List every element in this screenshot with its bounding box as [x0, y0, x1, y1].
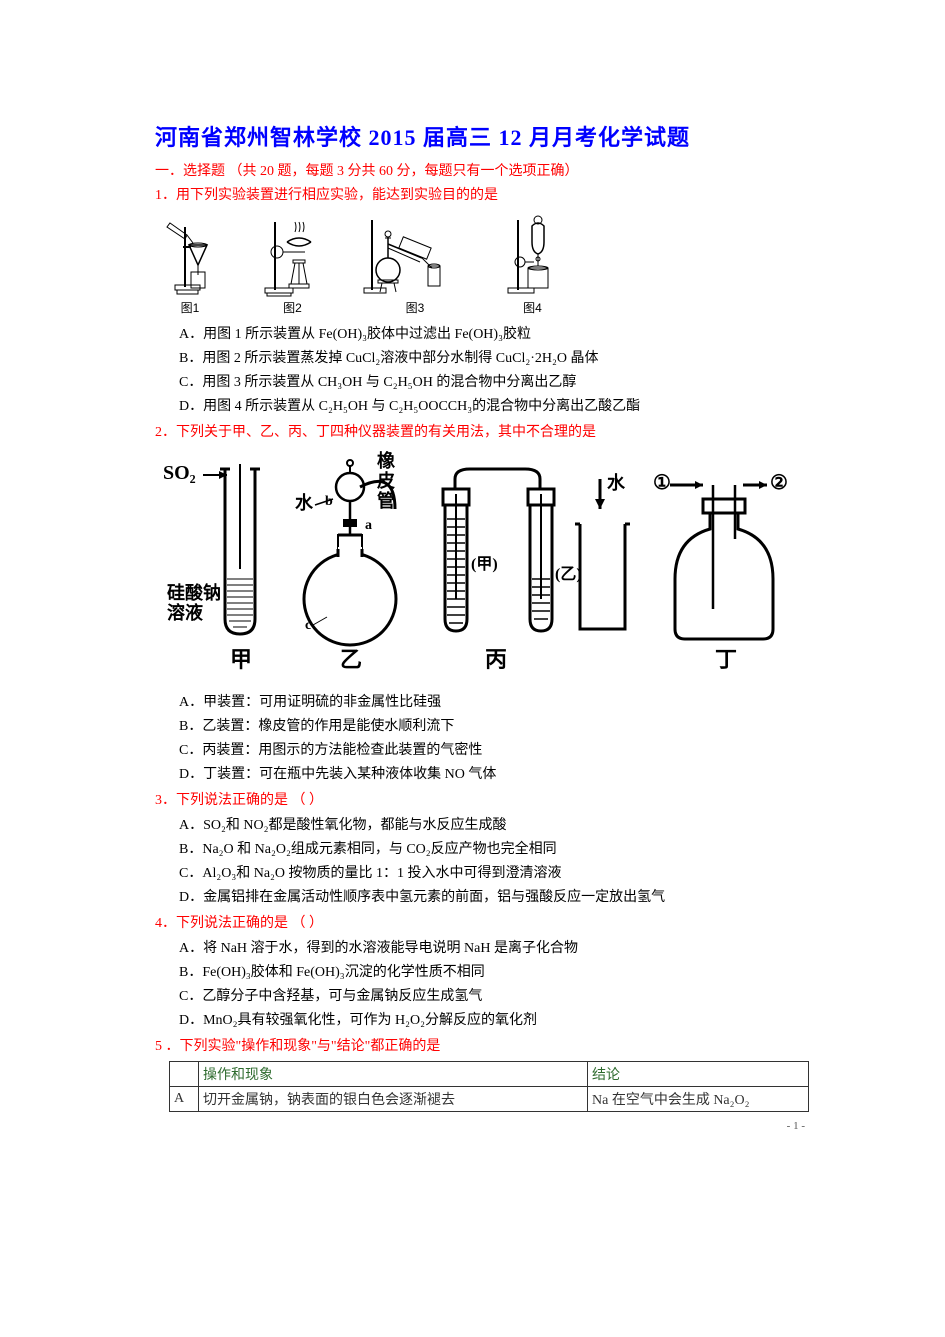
silicate-label-2: 溶液 [167, 602, 204, 623]
rubber-label-2: 皮 [377, 470, 395, 491]
section-header: 一．选择题 （共 20 题，每题 3 分共 60 分，每题只有一个选项正确） [155, 160, 805, 180]
q1-fig3-caption: 图3 [406, 299, 425, 316]
q3-optB: B．Na₂O 和 Na₂O₂组成元素相同，与 CO₂反应产物也完全相同 [179, 839, 805, 860]
jia-label: 甲 [230, 647, 252, 672]
q4-optB: B．Fe(OH)₃胶体和 Fe(OH)₃沉淀的化学性质不相同 [179, 962, 805, 983]
q1-fig4: 图4 [500, 212, 565, 316]
bing-label: 丙 [485, 647, 507, 672]
q1-figures: 图1 图2 [155, 212, 805, 316]
num1-label: ① [653, 472, 671, 494]
q1-stem: 1．用下列实验装置进行相应实验，能达到实验目的的是 [155, 184, 805, 204]
q2-optD: D．丁装置：可在瓶中先装入某种液体收集 NO 气体 [179, 764, 805, 785]
q4-optD: D．MnO₂具有较强氧化性，可作为 H₂O₂分解反应的氧化剂 [179, 1010, 805, 1031]
table-row: 操作和现象 结论 [170, 1062, 809, 1087]
silicate-label-1: 硅酸钠 [167, 582, 221, 603]
q5-table: 操作和现象 结论 A 切开金属钠，钠表面的银白色会逐渐褪去 Na 在空气中会生成… [169, 1061, 809, 1112]
q3-optD: D．金属铝排在金属活动性顺序表中氢元素的前面，铝与强酸反应一定放出氢气 [179, 887, 805, 908]
num2-label: ② [770, 472, 788, 494]
q1-optB: B．用图 2 所示装置蒸发掉 CuCl₂溶液中部分水制得 CuCl₂·2H₂O … [179, 348, 805, 369]
so2-label: SO₂ [163, 462, 196, 484]
q1-fig3: 图3 [360, 212, 470, 316]
q3-stem: 3．下列说法正确的是 （ ） [155, 789, 805, 809]
rubber-label-1: 橡 [377, 450, 395, 471]
q5-rowA-label: A [170, 1087, 199, 1112]
yi-cap: (乙) [555, 566, 582, 583]
q5-h3: 结论 [588, 1062, 809, 1087]
table-row: A 切开金属钠，钠表面的银白色会逐渐褪去 Na 在空气中会生成 Na₂O₂ [170, 1087, 809, 1112]
q5-h1 [170, 1062, 199, 1087]
q3-optA: A．SO₂和 NO₂都是酸性氧化物，都能与水反应生成酸 [179, 815, 805, 836]
q2-optC: C．丙装置：用图示的方法能检查此装置的气密性 [179, 740, 805, 761]
q1-fig1-caption: 图1 [181, 299, 200, 316]
q4-stem: 4．下列说法正确的是 （ ） [155, 912, 805, 932]
jia-cap: (甲) [471, 555, 498, 573]
q2-figure: SO₂ 硅酸钠 溶液 甲 水 b [155, 449, 805, 684]
ding-label: 丁 [715, 647, 737, 672]
rubber-label-3: 管 [377, 490, 395, 511]
q2-optA: A．甲装置：可用证明硫的非金属性比硅强 [179, 692, 805, 713]
water-label-1: 水 [295, 492, 314, 513]
apparatus-diagram-icon: SO₂ 硅酸钠 溶液 甲 水 b [155, 449, 795, 679]
yi-label: 乙 [340, 647, 362, 672]
b-label: b [325, 494, 333, 509]
evaporation-icon [255, 212, 330, 297]
q1-fig4-caption: 图4 [523, 299, 542, 316]
q3-optC: C．Al₂O₃和 Na₂O 按物质的量比 1：1 投入水中可得到澄清溶液 [179, 863, 805, 884]
q5-rowA-op: 切开金属钠，钠表面的银白色会逐渐褪去 [199, 1087, 588, 1112]
q2-stem: 2．下列关于甲、乙、丙、丁四种仪器装置的有关用法，其中不合理的是 [155, 421, 805, 441]
separating-funnel-icon [500, 212, 565, 297]
q4-optA: A．将 NaH 溶于水，得到的水溶液能导电说明 NaH 是离子化合物 [179, 938, 805, 959]
q1-fig2: 图2 [255, 212, 330, 316]
q1-fig2-caption: 图2 [283, 299, 302, 316]
q2-optB: B．乙装置：橡皮管的作用是能使水顺利流下 [179, 716, 805, 737]
q5-rowA-res: Na 在空气中会生成 Na₂O₂ [588, 1087, 809, 1112]
q4-optC: C．乙醇分子中含羟基，可与金属钠反应生成氢气 [179, 986, 805, 1007]
c-label: c [305, 618, 311, 633]
q1-fig1: 图1 [155, 217, 225, 316]
page-number: - 1 - [787, 1120, 805, 1132]
filtration-icon [155, 217, 225, 297]
water-label-2: 水 [607, 472, 626, 493]
a-label: a [365, 518, 372, 533]
page-title: 河南省郑州智林学校 2015 届高三 12 月月考化学试题 [155, 120, 805, 152]
q1-optC: C．用图 3 所示装置从 CH₃OH 与 C₂H₅OH 的混合物中分离出乙醇 [179, 372, 805, 393]
q1-optA: A．用图 1 所示装置从 Fe(OH)₃胶体中过滤出 Fe(OH)₃胶粒 [179, 324, 805, 345]
distillation-icon [360, 212, 470, 297]
q5-stem: 5 ．下列实验"操作和现象"与"结论"都正确的是 [155, 1035, 805, 1055]
q5-h2: 操作和现象 [199, 1062, 588, 1087]
q1-optD: D．用图 4 所示装置从 C₂H₅OH 与 C₂H₅OOCCH₃的混合物中分离出… [179, 396, 805, 417]
